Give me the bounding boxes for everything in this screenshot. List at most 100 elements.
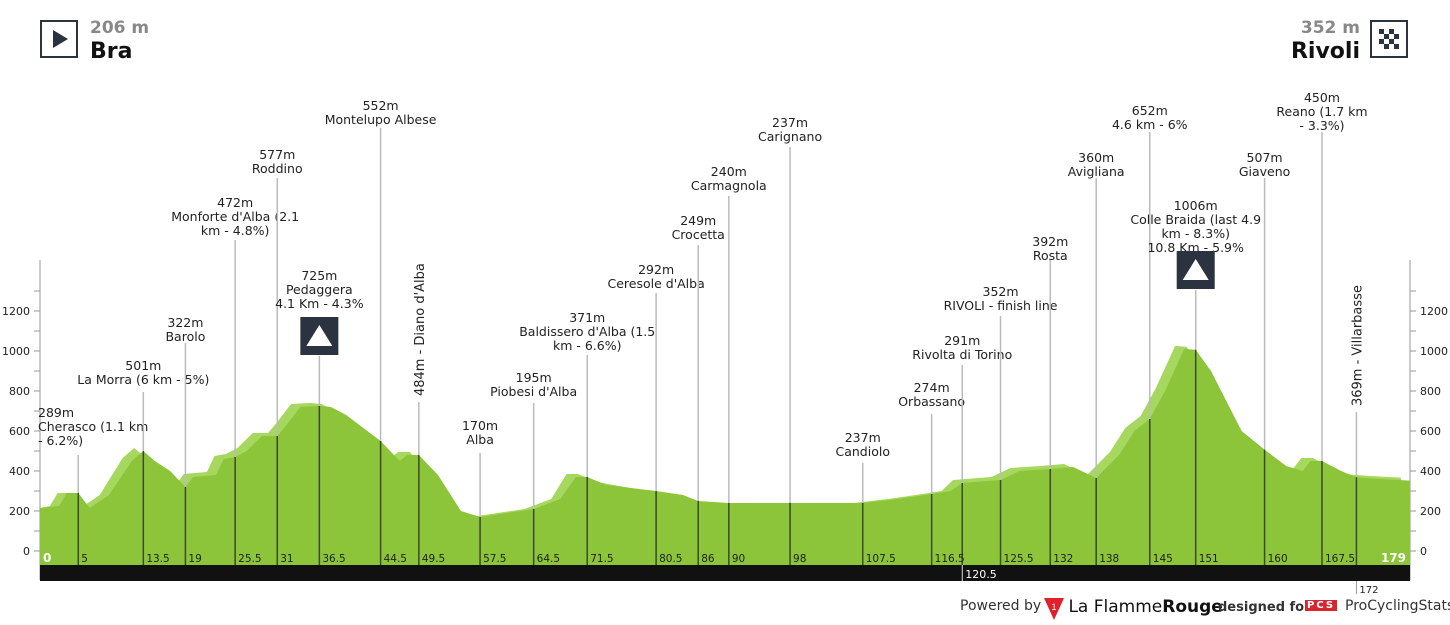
km-label: 151	[1199, 553, 1219, 565]
km-label: 5	[81, 553, 88, 565]
marker-label: 291m	[944, 333, 980, 348]
marker-label: km - 6.6%)	[553, 338, 622, 353]
marker-label: 360m	[1078, 150, 1114, 165]
checker-square	[1384, 44, 1389, 49]
marker-label: 577m	[259, 147, 295, 162]
marker-label: Rosta	[1033, 248, 1068, 263]
marker-label: Reano (1.7 km	[1276, 104, 1367, 119]
mountain-icon-shape	[306, 325, 333, 346]
checker-square	[1379, 39, 1384, 44]
km-label: 31	[280, 553, 293, 565]
km-label: 49.5	[422, 553, 445, 565]
procyclingstats-text: ProCyclingStats	[1345, 598, 1450, 614]
marker-label: 237m	[772, 115, 808, 130]
marker-label: Baldissero d'Alba (1.5	[519, 324, 655, 339]
brand-part: Rouge	[1162, 597, 1223, 617]
y-tick-label: 200	[9, 505, 30, 518]
marker-label: Candiolo	[836, 444, 891, 459]
mountain-icon-shape	[1182, 259, 1209, 280]
marker-label: Giaveno	[1239, 164, 1290, 179]
marker-label: 369m - Villarbasse	[1350, 285, 1365, 406]
marker-label: Monforte d'Alba (2.1	[171, 209, 299, 224]
km-label: 179	[1381, 551, 1406, 565]
y-tick-label: 0	[23, 545, 30, 558]
km-label: 0	[43, 551, 51, 565]
y-tick-label: 1000	[1420, 345, 1448, 358]
km-label: 13.5	[146, 553, 169, 565]
marker-label: Orbassano	[898, 394, 965, 409]
marker-label: 371m	[569, 310, 605, 325]
marker-label: Cherasco (1.1 km	[38, 419, 148, 434]
km-label: 44.5	[384, 553, 407, 565]
designed-for-text: designed for	[1218, 600, 1311, 615]
km-label: 25.5	[238, 553, 261, 565]
km-label: 80.5	[659, 553, 682, 565]
km-label: 125.5	[1004, 553, 1034, 565]
finish-city: Rivoli	[1290, 39, 1360, 64]
brand-part: La Flamme	[1068, 597, 1163, 617]
marker-label: Carignano	[758, 129, 822, 144]
marker-label: 352m	[983, 284, 1019, 299]
marker-label: 274m	[914, 380, 950, 395]
marker-label: 507m	[1247, 150, 1283, 165]
y-tick-label: 400	[9, 465, 30, 478]
marker-label: Colle Braida (last 4.9	[1130, 212, 1261, 227]
y-tick-label: 600	[9, 425, 30, 438]
y-tick-label: 0	[1420, 545, 1427, 558]
marker-label: - 6.2%)	[38, 433, 83, 448]
y-tick-label: 800	[1420, 385, 1441, 398]
marker-label: 292m	[638, 262, 674, 277]
svg-text:1: 1	[1051, 602, 1056, 612]
y-tick-label: 600	[1420, 425, 1441, 438]
y-tick-label: 400	[1420, 465, 1441, 478]
start-city: Bra	[90, 39, 133, 64]
km-label: 116.5	[935, 553, 965, 565]
marker-label: 249m	[680, 213, 716, 228]
km-label: 160	[1268, 553, 1288, 565]
marker-label: 10.8 Km - 5.9%	[1147, 240, 1244, 255]
km-label: 98	[793, 553, 806, 565]
marker-label: 725m	[301, 268, 337, 283]
checker-square	[1384, 34, 1389, 39]
marker-label: La Morra (6 km - 5%)	[77, 372, 209, 387]
km-label: 138	[1099, 553, 1119, 565]
km-label: 132	[1053, 553, 1073, 565]
powered-by-text: Powered by	[960, 598, 1042, 614]
marker-label: 652m	[1132, 103, 1168, 118]
marker-label: Piobesi d'Alba	[490, 384, 577, 399]
marker-label: Barolo	[165, 329, 205, 344]
km-label: 145	[1153, 553, 1173, 565]
marker-label: 552m	[363, 98, 399, 113]
marker-label: km - 8.3%)	[1161, 226, 1230, 241]
km-label: 172	[1359, 585, 1378, 596]
km-label: 57.5	[483, 553, 506, 565]
y-tick-label: 1200	[2, 305, 30, 318]
marker-label: RIVOLI - finish line	[944, 298, 1058, 313]
checker-square	[1389, 29, 1394, 34]
km-label: 120.5	[965, 568, 997, 581]
checker-square	[1394, 44, 1399, 49]
finish-altitude: 352 m	[1300, 18, 1360, 38]
checker-square	[1389, 39, 1394, 44]
checker-square	[1379, 29, 1384, 34]
marker-label: 4.1 Km - 4.3%	[275, 296, 364, 311]
distance-bar	[40, 565, 1410, 581]
marker-label: 195m	[516, 370, 552, 385]
marker-label: 289m	[38, 405, 74, 420]
marker-label: 472m	[217, 195, 253, 210]
pcs-logo: PCS	[1305, 600, 1338, 611]
y-tick-label: 1000	[2, 345, 30, 358]
start-altitude: 206 m	[90, 18, 150, 38]
y-tick-label: 800	[9, 385, 30, 398]
marker-label: Montelupo Albese	[325, 112, 437, 127]
marker-label: 392m	[1032, 234, 1068, 249]
marker-label: 237m	[845, 430, 881, 445]
marker-label: Ceresole d'Alba	[607, 276, 704, 291]
marker-label: Crocetta	[672, 227, 725, 242]
marker-label: Rivolta di Torino	[912, 347, 1012, 362]
marker-label: 450m	[1304, 90, 1340, 105]
marker-label: 501m	[125, 358, 161, 373]
km-label: 19	[188, 553, 201, 565]
marker-label: Alba	[466, 432, 494, 447]
